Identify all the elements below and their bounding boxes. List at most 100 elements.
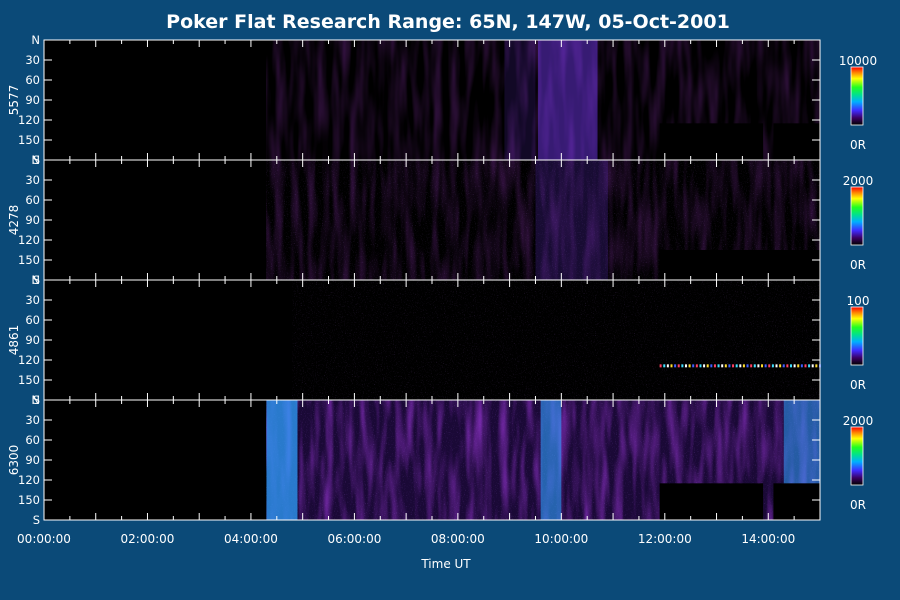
panel-label: 5577: [7, 85, 21, 116]
speckle: [782, 364, 785, 368]
panel-label: 4861: [7, 325, 21, 356]
x-tick-label: 04:00:00: [224, 532, 278, 546]
y-tick-label: 90: [25, 213, 40, 227]
y-tick-label: 30: [25, 173, 40, 187]
x-tick-label: 00:00:00: [17, 532, 71, 546]
speckle: [761, 364, 764, 368]
speckle: [681, 364, 684, 368]
colorbar: [850, 66, 864, 126]
speckle: [666, 364, 669, 368]
speckle: [674, 364, 677, 368]
speckle: [659, 364, 662, 368]
y-tick-label: 120: [18, 353, 40, 367]
x-tick-label: 06:00:00: [327, 532, 381, 546]
y-tick-label: 150: [18, 133, 40, 147]
speckle: [753, 364, 756, 368]
colorbar-min-label: 0R: [850, 258, 866, 272]
speckle: [699, 364, 702, 368]
y-tick-label: S: [33, 513, 40, 527]
chart-title: Poker Flat Research Range: 65N, 147W, 05…: [166, 11, 730, 33]
speckle: [800, 364, 803, 368]
y-tick-label: S: [33, 393, 40, 407]
colorbar-min-label: 0R: [850, 378, 866, 392]
y-tick-label: S: [33, 273, 40, 287]
y-tick-label: 30: [25, 293, 40, 307]
speckle: [789, 364, 792, 368]
speckle: [750, 364, 753, 368]
y-tick-label: S: [33, 153, 40, 167]
speckle: [804, 364, 807, 368]
speckle: [811, 364, 814, 368]
speckle: [768, 364, 771, 368]
y-tick-label: 30: [25, 413, 40, 427]
colorbar: [850, 186, 864, 246]
panel-6300: N 30 60 90 120 150 S 6300 2000 0R: [7, 393, 873, 527]
x-tick-label: 10:00:00: [534, 532, 588, 546]
y-tick-label: 150: [18, 373, 40, 387]
speckle: [735, 364, 738, 368]
speckle: [684, 364, 687, 368]
speckle: [670, 364, 673, 368]
y-tick-label: 90: [25, 333, 40, 347]
y-tick-label: 150: [18, 253, 40, 267]
x-tick-label: 02:00:00: [121, 532, 175, 546]
y-tick-label: 60: [25, 193, 40, 207]
panel-5577: N 30 60 90 120 150 S 5577 10000 0R: [7, 33, 877, 167]
y-tick-label: N: [31, 33, 40, 47]
speckle: [713, 364, 716, 368]
speckle: [677, 364, 680, 368]
y-tick-label: N: [31, 153, 40, 167]
speckle: [703, 364, 706, 368]
speckle: [692, 364, 695, 368]
bright-band: [266, 400, 298, 520]
speckle: [710, 364, 713, 368]
speckle: [793, 364, 796, 368]
speckle: [739, 364, 742, 368]
bright-band: [538, 40, 598, 160]
panel-4278: N 30 60 90 120 150 S 4278 2000 0R: [7, 153, 873, 287]
colorbar-min-label: 0R: [850, 138, 866, 152]
x-tick-label: 08:00:00: [431, 532, 485, 546]
y-tick-label: N: [31, 393, 40, 407]
y-tick-label: 120: [18, 473, 40, 487]
masked-block: [659, 483, 764, 520]
y-tick-label: 60: [25, 313, 40, 327]
speckle: [779, 364, 782, 368]
speckle: [732, 364, 735, 368]
speckle: [808, 364, 811, 368]
panel-label: 4278: [7, 205, 21, 236]
speckle: [757, 364, 760, 368]
x-tick-label: 12:00:00: [638, 532, 692, 546]
y-tick-label: N: [31, 273, 40, 287]
speckle: [663, 364, 666, 368]
y-tick-label: 120: [18, 113, 40, 127]
y-tick-label: 30: [25, 53, 40, 67]
panel-4861: N 30 60 90 120 150 S 4861 100 0R: [7, 273, 869, 407]
y-tick-label: 60: [25, 433, 40, 447]
x-tick-label: 14:00:00: [741, 532, 795, 546]
y-tick-label: 120: [18, 233, 40, 247]
speckle: [728, 364, 731, 368]
speckle: [746, 364, 749, 368]
speckle: [775, 364, 778, 368]
speckle: [688, 364, 691, 368]
speckle: [786, 364, 789, 368]
masked-block: [773, 123, 820, 160]
speckle: [771, 364, 774, 368]
speckle: [764, 364, 767, 368]
masked-block: [773, 483, 820, 520]
speckle: [724, 364, 727, 368]
speckle: [721, 364, 724, 368]
bright-band: [535, 160, 608, 280]
colorbar-max-label: 2000: [843, 414, 874, 428]
speckle: [717, 364, 720, 368]
colorbar-max-label: 10000: [839, 54, 877, 68]
speckle: [742, 364, 745, 368]
speckle: [815, 364, 818, 368]
speckle: [797, 364, 800, 368]
x-axis-label: Time UT: [420, 557, 471, 571]
bright-band: [540, 400, 562, 520]
colorbar-max-label: 2000: [843, 174, 874, 188]
masked-block: [659, 250, 820, 280]
